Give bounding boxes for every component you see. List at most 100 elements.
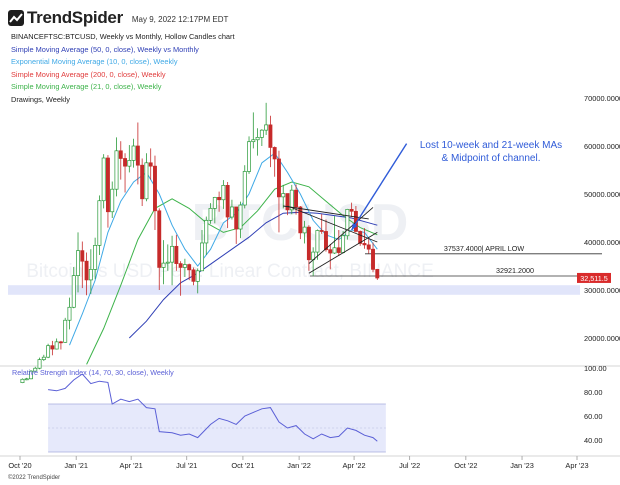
price-tick-label: 70000.0000 (584, 94, 620, 103)
candle-body (29, 370, 33, 380)
candle-body (140, 164, 145, 200)
sma21-line (86, 181, 378, 365)
candle-body (332, 247, 337, 254)
legend-drawings[interactable]: Drawings, Weekly (11, 94, 71, 104)
candle-body (315, 230, 320, 253)
candle-body (234, 206, 239, 230)
candle-body (88, 269, 93, 281)
level-label: 32921.2000 (496, 266, 534, 275)
candle-body (174, 245, 179, 264)
candle-body (371, 248, 375, 270)
candle-body (200, 242, 204, 272)
legend-sma50[interactable]: Simple Moving Average (50, 0, close), We… (11, 44, 199, 54)
candle-body (33, 367, 38, 372)
candle-body (336, 247, 341, 253)
candle-body (259, 129, 264, 138)
time-tick-label: Apr '21 (120, 461, 143, 470)
candle-body (178, 263, 183, 268)
level-label: 37537.4000| APRIL LOW (444, 244, 525, 253)
channel-trendline (308, 207, 374, 264)
time-tick-label: Apr '22 (342, 461, 365, 470)
candle-body (277, 158, 281, 198)
time-tick-label: Apr '23 (565, 461, 588, 470)
candle-body (84, 260, 89, 281)
annotation-arrow (351, 143, 408, 231)
candle-body (345, 209, 350, 237)
price-tick-label: 20000.0000 (584, 334, 620, 343)
candle-body (118, 150, 123, 159)
legend-sma200[interactable]: Simple Moving Average (200, 0, close), W… (11, 69, 166, 79)
candle-body (157, 210, 162, 268)
candle-body (294, 189, 299, 208)
rsi-tick-label: 60.00 (584, 412, 603, 421)
candle-body (204, 220, 209, 244)
legend-sma21[interactable]: Simple Moving Average (21, 0, close), We… (11, 82, 162, 91)
time-tick-label: Jul '21 (176, 461, 197, 470)
candle-body (131, 145, 136, 161)
candle-body (110, 188, 115, 213)
candle-body (161, 262, 166, 268)
candle-body (93, 245, 98, 270)
candle-body (225, 185, 230, 218)
candle-body (217, 197, 222, 201)
candle-body (195, 270, 200, 282)
candle-body (135, 145, 140, 166)
candle-body (182, 264, 187, 268)
annotation-arrowhead (351, 223, 358, 230)
candle-body (264, 124, 269, 131)
candle-body (324, 231, 328, 251)
candle-body (251, 139, 256, 143)
candle-body (80, 250, 85, 262)
sma50-line (128, 211, 378, 339)
candle-body (58, 341, 63, 344)
candle-body (272, 147, 277, 160)
channel-trendline (287, 205, 378, 243)
candle-body (153, 165, 157, 212)
candle-body (123, 158, 127, 167)
header: TrendSpider May 9, 2022 12:17PM EDT (8, 8, 228, 28)
candle-body (238, 204, 243, 230)
candle-body (366, 244, 371, 250)
candle-body (375, 269, 380, 279)
annotation-text-line2: & Midpoint of channel. (442, 153, 541, 164)
candle-body (341, 235, 346, 253)
rsi-line (48, 373, 378, 442)
candle-body (358, 231, 363, 244)
time-tick-label: Oct '20 (8, 461, 31, 470)
legend-ema10[interactable]: Exponential Moving Average (10, 0, close… (11, 57, 178, 66)
candle-body (101, 157, 106, 202)
candle-body (187, 264, 192, 271)
price-tick-label: 60000.0000 (584, 142, 620, 151)
candle-body (242, 171, 247, 206)
candle-body (105, 157, 110, 213)
candle-body (50, 345, 55, 350)
copyright-text: ©2022 TrendSpider (8, 475, 61, 481)
candle-body (285, 193, 290, 211)
candle-body (144, 162, 149, 200)
rsi-tick-label: 40.00 (584, 436, 603, 445)
candle-body (255, 137, 260, 141)
price-tick-label: 30000.0000 (584, 286, 620, 295)
rsi-tick-label: 100.00 (584, 364, 607, 373)
candle-body (268, 124, 273, 148)
candle-body (208, 208, 213, 221)
time-tick-label: Oct '21 (231, 461, 254, 470)
last-price-badge (577, 272, 611, 283)
candle-body (362, 243, 367, 246)
candle-body (302, 226, 307, 234)
trendspider-logo-icon (8, 10, 24, 26)
candle-body (71, 275, 76, 308)
chart-timestamp: May 9, 2022 12:17PM EDT (131, 14, 229, 24)
candle-body (54, 341, 59, 350)
candle-body (212, 197, 217, 209)
candle-body (170, 245, 175, 263)
last-price-label: 32,511.5 (580, 274, 607, 283)
candle-body (247, 141, 251, 172)
candle-body (41, 356, 46, 360)
candle-body (63, 319, 68, 343)
candle-body (349, 209, 354, 212)
time-tick-label: Oct '22 (454, 461, 477, 470)
candle-body (127, 160, 132, 167)
candle-body (24, 378, 29, 381)
